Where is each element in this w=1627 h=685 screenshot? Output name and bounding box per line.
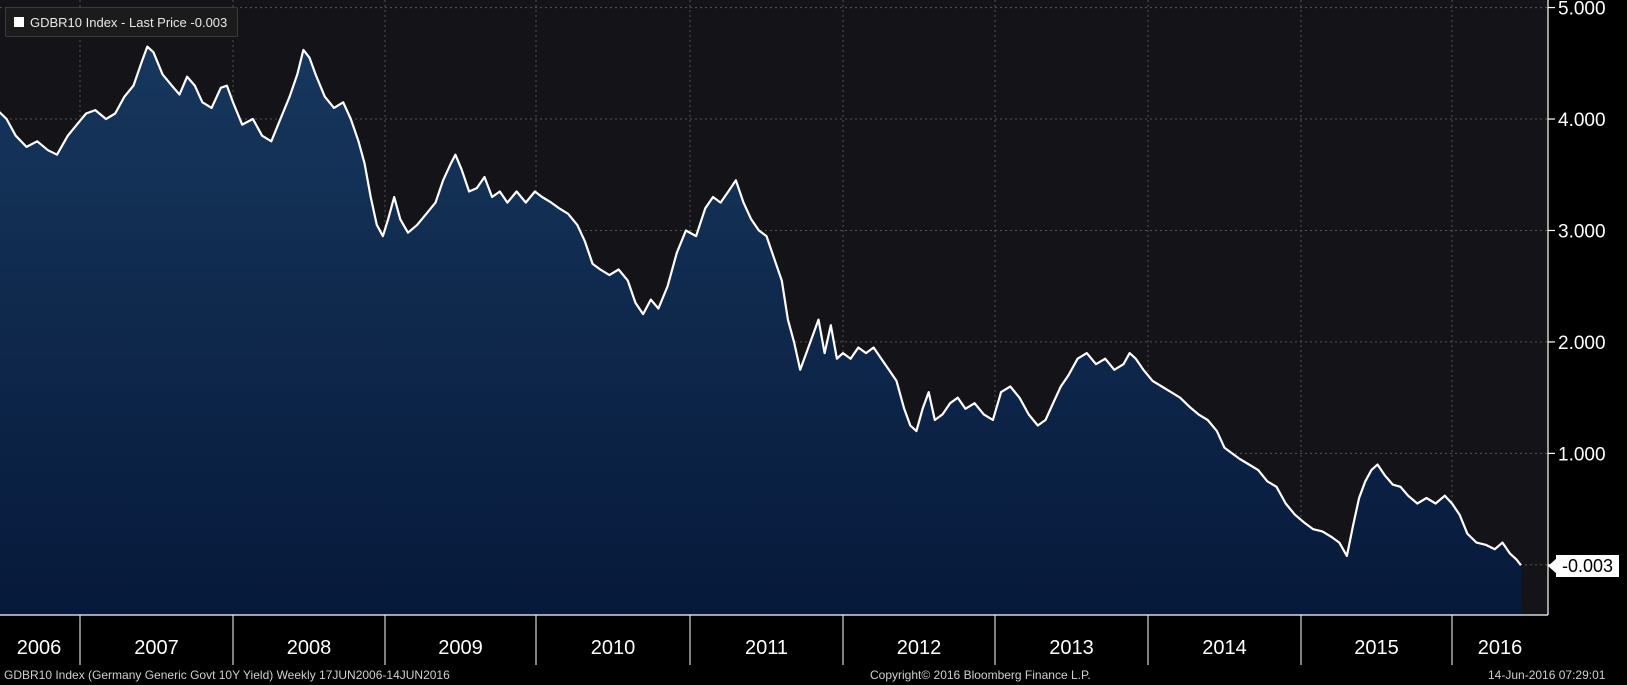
x-tick-label: 2011	[745, 637, 788, 659]
last-value-pointer	[1548, 558, 1557, 574]
legend-label: GDBR10 Index - Last Price -0.003	[30, 14, 228, 30]
x-tick-label: 2010	[591, 637, 636, 659]
x-tick-label: 2016	[1478, 637, 1523, 659]
x-tick-label: 2008	[287, 637, 332, 659]
legend-swatch	[14, 17, 24, 27]
y-tick-label: 1.000	[1558, 444, 1606, 465]
x-tick-label: 2014	[1202, 637, 1247, 659]
x-tick-label: 2012	[897, 637, 942, 659]
y-tick-label: 5.000	[1558, 0, 1606, 20]
series-line-gdbr10	[0, 45, 1522, 566]
y-tick-label: 3.000	[1558, 221, 1606, 242]
x-tick-label: 2009	[438, 637, 483, 659]
legend: GDBR10 Index - Last Price -0.003	[5, 7, 239, 37]
footer-security-info: GDBR10 Index (Germany Generic Govt 10Y Y…	[4, 668, 450, 682]
footer-copyright: Copyright© 2016 Bloomberg Finance L.P.	[870, 668, 1091, 682]
x-tick-label: 2015	[1354, 637, 1399, 659]
x-tick-label: 2007	[134, 637, 179, 659]
axes: 5.000 4.000 3.000 2.000 1.000 2006 2007 2008 200…	[0, 0, 1606, 665]
y-tick-label: 4.000	[1558, 110, 1606, 131]
x-tick-label: 2013	[1049, 637, 1094, 659]
last-value-label: -0.003	[1556, 555, 1620, 577]
footer-timestamp: 14-Jun-2016 07:29:01	[1488, 668, 1606, 682]
area-fill	[0, 46, 1521, 615]
x-tick-label: 2006	[17, 637, 62, 659]
y-tick-label: 2.000	[1558, 333, 1606, 354]
